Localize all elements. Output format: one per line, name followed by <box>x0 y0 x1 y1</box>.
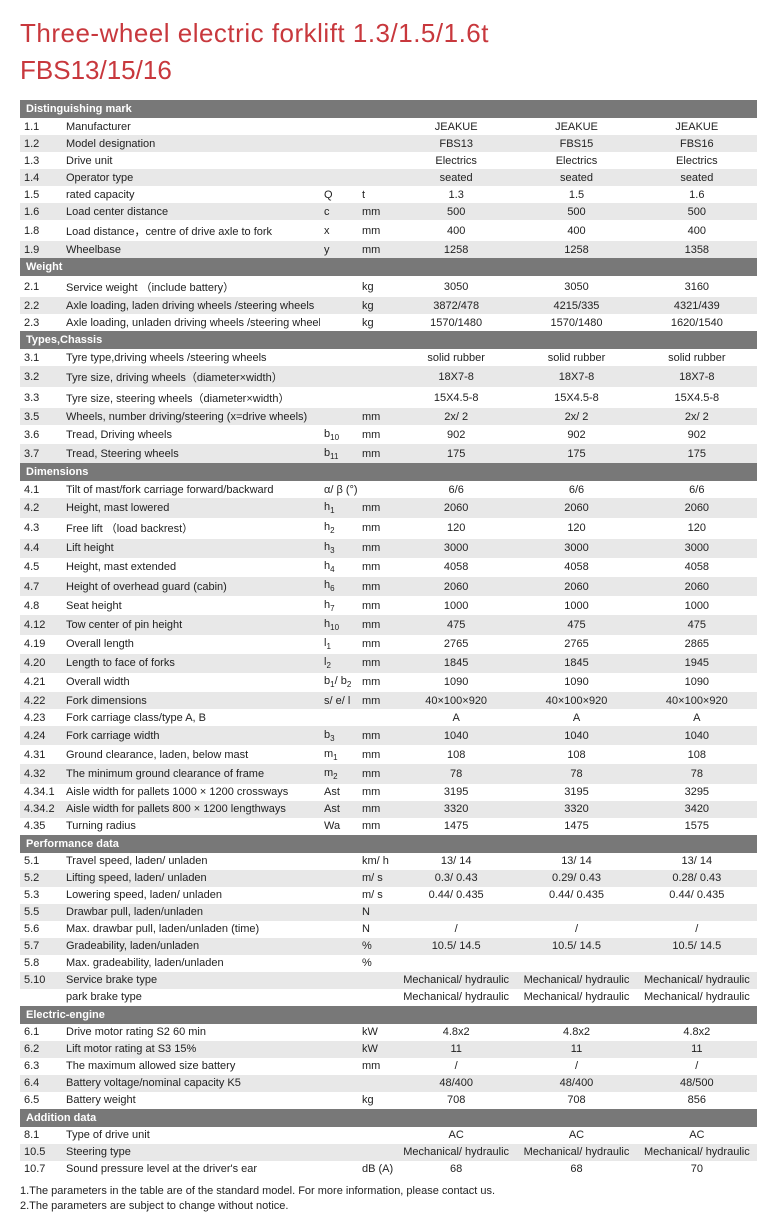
table-row: 5.3Lowering speed, laden/ unladenm/ s0.4… <box>20 887 757 904</box>
table-row: 4.24Fork carriage widthb3mm104010401040 <box>20 726 757 745</box>
section-header: Addition data <box>20 1109 757 1127</box>
section-header: Types,Chassis <box>20 331 757 349</box>
section-header: Distinguishing mark <box>20 100 757 118</box>
table-row: 4.34.2Aisle width for pallets 800 × 1200… <box>20 801 757 818</box>
table-row: 4.5Height, mast extendedh4mm405840584058 <box>20 558 757 577</box>
section-header: Performance data <box>20 835 757 853</box>
table-row: 5.10Service brake typeMechanical/ hydrau… <box>20 972 757 989</box>
table-row: 6.2Lift motor rating at S3 15%kW111111 <box>20 1041 757 1058</box>
table-row: 4.12Tow center of pin heighth10mm4754754… <box>20 615 757 634</box>
table-row: 5.7Gradeability, laden/unladen%10.5/ 14.… <box>20 938 757 955</box>
table-row: 4.21Overall widthb1/ b2mm109010901090 <box>20 673 757 692</box>
table-row: 10.5Steering typeMechanical/ hydraulicMe… <box>20 1144 757 1161</box>
table-row: 6.1Drive motor rating S2 60 minkW4.8x24.… <box>20 1024 757 1041</box>
table-row: 6.5Battery weightkg708708856 <box>20 1092 757 1109</box>
table-row: park brake typeMechanical/ hydraulicMech… <box>20 989 757 1006</box>
table-row: 4.2Height, mast loweredh1mm206020602060 <box>20 498 757 517</box>
spec-table: Distinguishing mark1.1ManufacturerJEAKUE… <box>20 100 757 1178</box>
table-row: 1.3Drive unitElectricsElectricsElectrics <box>20 152 757 169</box>
table-row: 4.3Free lift （load backrest）h2mm12012012… <box>20 518 757 539</box>
table-row: 3.1Tyre type,driving wheels /steering wh… <box>20 349 757 366</box>
table-row: 4.20Length to face of forksl2mm184518451… <box>20 654 757 673</box>
table-row: 8.1Type of drive unitACACAC <box>20 1127 757 1144</box>
table-row: 4.1Tilt of mast/fork carriage forward/ba… <box>20 481 757 498</box>
table-row: 5.2Lifting speed, laden/ unladenm/ s0.3/… <box>20 870 757 887</box>
table-row: 5.5Drawbar pull, laden/unladenN <box>20 904 757 921</box>
table-row: 2.3Axle loading, unladen driving wheels … <box>20 314 757 331</box>
table-row: 1.8Load distance，centre of drive axle to… <box>20 220 757 241</box>
table-row: 4.4Lift heighth3mm300030003000 <box>20 539 757 558</box>
table-row: 1.6Load center distancecmm500500500 <box>20 203 757 220</box>
table-row: 3.3Tyre size, steering wheels（diameter×w… <box>20 387 757 408</box>
table-row: 5.8Max. gradeability, laden/unladen% <box>20 955 757 972</box>
table-row: 4.35Turning radiusWamm147514751575 <box>20 818 757 835</box>
model-code: FBS13/15/16 <box>20 55 757 86</box>
table-row: 5.1Travel speed, laden/ unladenkm/ h13/ … <box>20 853 757 870</box>
table-row: 2.2Axle loading, laden driving wheels /s… <box>20 297 757 314</box>
table-row: 1.1ManufacturerJEAKUEJEAKUEJEAKUE <box>20 118 757 135</box>
table-row: 3.5Wheels, number driving/steering (x=dr… <box>20 408 757 425</box>
table-row: 1.4Operator typeseatedseatedseated <box>20 169 757 186</box>
table-row: 1.2Model designationFBS13FBS15FBS16 <box>20 135 757 152</box>
table-row: 1.9Wheelbaseymm125812581358 <box>20 241 757 258</box>
footnote-2: 2.The parameters are subject to change w… <box>20 1199 757 1214</box>
section-header: Weight <box>20 258 757 276</box>
table-row: 4.19Overall lengthl1mm276527652865 <box>20 635 757 654</box>
table-row: 3.2Tyre size, driving wheels（diameter×wi… <box>20 366 757 387</box>
footnotes: 1.The parameters in the table are of the… <box>20 1184 757 1215</box>
section-header: Electric-engine <box>20 1006 757 1024</box>
table-row: 4.23Fork carriage class/type A, BAAA <box>20 709 757 726</box>
table-row: 2.1Service weight （include battery）kg305… <box>20 276 757 297</box>
table-row: 4.32The minimum ground clearance of fram… <box>20 764 757 783</box>
table-row: 3.6Tread, Driving wheelsb10mm902902902 <box>20 425 757 444</box>
table-row: 4.7Height of overhead guard (cabin)h6mm2… <box>20 577 757 596</box>
page-title: Three-wheel electric forklift 1.3/1.5/1.… <box>20 18 757 49</box>
table-row: 6.3The maximum allowed size batterymm/// <box>20 1058 757 1075</box>
table-row: 5.6Max. drawbar pull, laden/unladen (tim… <box>20 921 757 938</box>
table-row: 6.4Battery voltage/nominal capacity K548… <box>20 1075 757 1092</box>
footnote-1: 1.The parameters in the table are of the… <box>20 1184 757 1199</box>
table-row: 4.31Ground clearance, laden, below mastm… <box>20 745 757 764</box>
table-row: 10.7Sound pressure level at the driver's… <box>20 1161 757 1178</box>
table-row: 1.5rated capacityQt1.31.51.6 <box>20 186 757 203</box>
table-row: 4.22Fork dimensionss/ e/ lmm40×100×92040… <box>20 692 757 709</box>
table-row: 3.7Tread, Steering wheelsb11mm175175175 <box>20 444 757 463</box>
table-row: 4.8Seat heighth7mm100010001000 <box>20 596 757 615</box>
section-header: Dimensions <box>20 463 757 481</box>
table-row: 4.34.1Aisle width for pallets 1000 × 120… <box>20 784 757 801</box>
